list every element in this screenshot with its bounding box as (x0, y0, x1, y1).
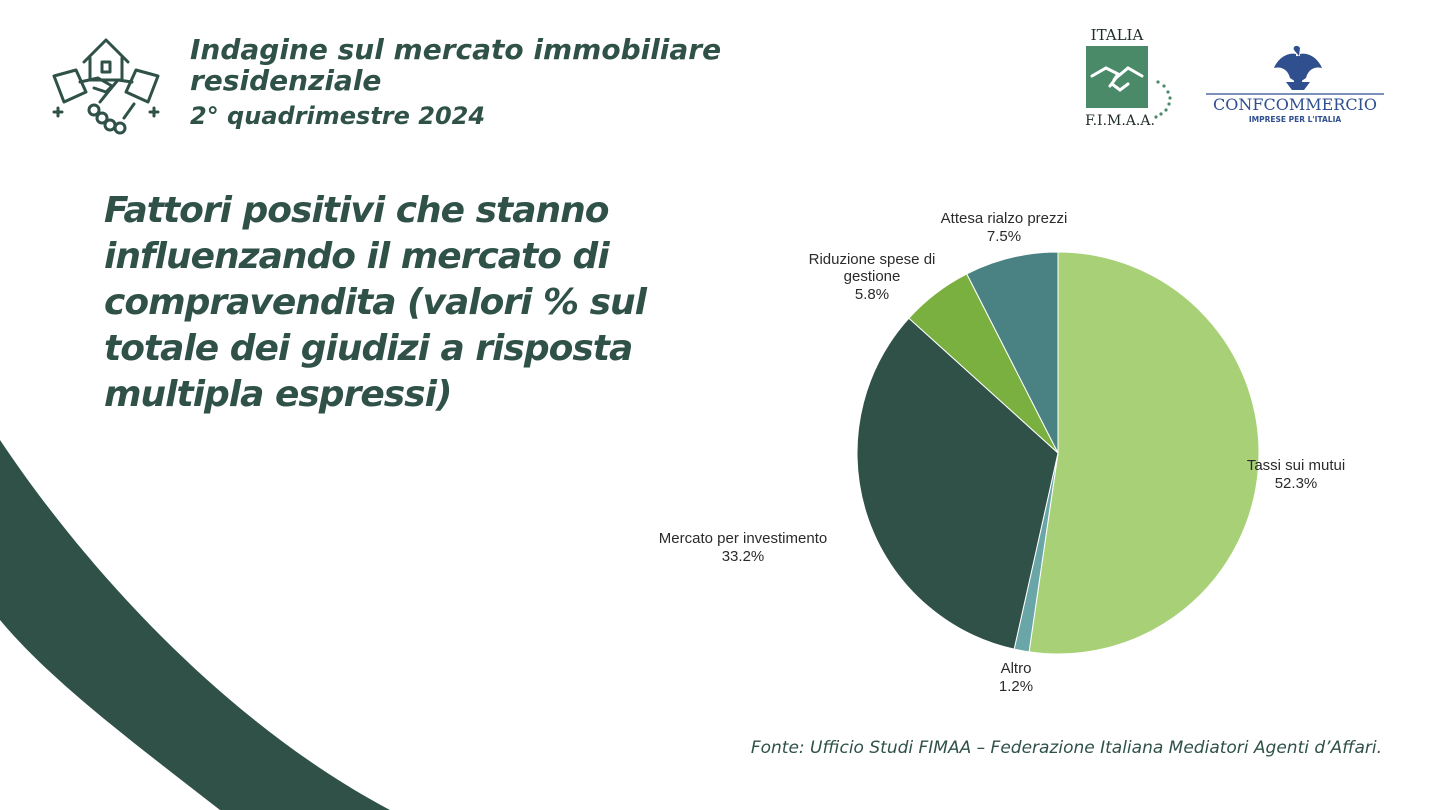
pie-slice-1 (1028, 251, 1260, 655)
fimaa-logo: ITALIA F.I.M.A.A. (1085, 26, 1172, 129)
confcommercio-logo: CONFCOMMERCIO IMPRESE PER L'ITALIA (1206, 45, 1384, 124)
confcommercio-logo-name: CONFCOMMERCIO (1213, 95, 1377, 114)
pie-slice-5 (966, 251, 1059, 454)
confcommercio-logo-tagline: IMPRESE PER L'ITALIA (1249, 115, 1342, 124)
pie-value-label-5: 7.5% (987, 228, 1021, 245)
pie-value-label-1: 52.3% (1275, 475, 1318, 492)
fimaa-logo-top-text: ITALIA (1091, 26, 1144, 44)
pie-label-5: Attesa rialzo prezzi (941, 210, 1068, 227)
pie-label-2: Altro (1001, 660, 1032, 677)
fimaa-logo-bottom-text: F.I.M.A.A. (1085, 113, 1155, 129)
house-handshake-icon (52, 38, 160, 135)
pie-slice-3 (856, 317, 1059, 650)
source-note: Fonte: Ufficio Studi FIMAA – Federazione… (750, 738, 1382, 758)
pie-value-label-2: 1.2% (999, 678, 1033, 695)
header-title: Indagine sul mercato immobiliare residen… (190, 33, 722, 97)
pie-label-1: Tassi sui mutui (1247, 457, 1345, 474)
pie-value-label-3: 33.2% (722, 548, 765, 565)
pie-label-4-line-1: Riduzione spese di (809, 251, 936, 268)
pie-label-4-line-2: gestione (844, 268, 901, 285)
eagle-emblem-icon (1274, 45, 1322, 90)
pie-label-3: Mercato per investimento (659, 530, 827, 547)
header-subtitle: 2° quadrimestre 2024 (190, 102, 486, 130)
pie-value-label-4: 5.8% (855, 286, 889, 303)
chart-title: Fattori positivi che stanno influenzando… (104, 190, 647, 415)
